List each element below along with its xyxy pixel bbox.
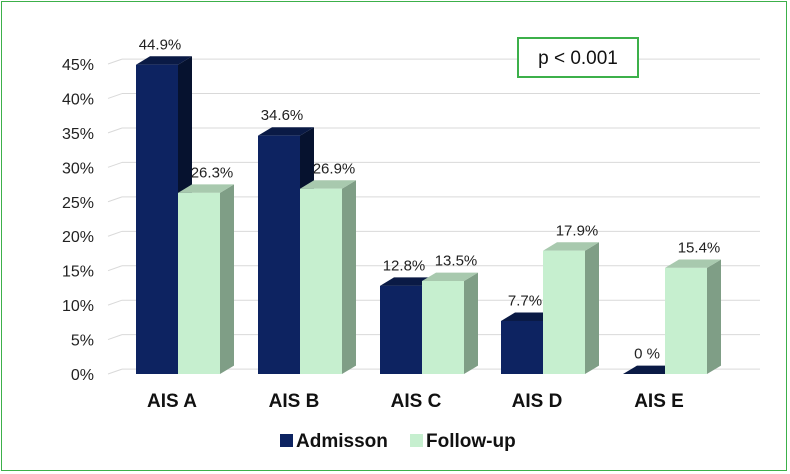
gridline-depth <box>107 93 123 99</box>
bar-front <box>258 135 300 374</box>
y-tick-label: 35% <box>62 126 94 143</box>
data-label: 13.5% <box>435 253 478 270</box>
data-label: 7.7% <box>508 293 542 310</box>
data-label: 15.4% <box>678 240 721 257</box>
gridline-depth <box>107 230 123 237</box>
y-tick-label: 40% <box>62 91 94 108</box>
legend-swatch-admisson <box>280 434 293 447</box>
bar-top <box>665 259 721 268</box>
gridline-depth <box>107 58 123 65</box>
y-tick-label: 45% <box>62 57 94 74</box>
bar-front <box>178 192 220 374</box>
y-axis-ticks: 0% 5% 10% 15% 20% 25% 30% 35% 40% 45% <box>62 57 94 384</box>
p-value-annotation: p < 0.001 <box>517 37 639 78</box>
x-tick-label: AIS D <box>512 391 563 412</box>
y-tick-label: 20% <box>62 229 94 246</box>
data-label: 26.9% <box>313 160 356 177</box>
y-tick-label: 5% <box>71 333 94 350</box>
legend-label-admisson: Admisson <box>296 431 388 452</box>
bar-side <box>220 184 234 374</box>
p-value-text: p < 0.001 <box>538 48 618 69</box>
bar-front <box>543 250 585 374</box>
x-tick-label: AIS B <box>269 391 320 412</box>
y-tick-label: 10% <box>62 298 94 315</box>
bar-follow-up-ais-d <box>543 242 599 374</box>
bar-follow-up-ais-b <box>300 180 356 374</box>
y-tick-label: 0% <box>71 367 94 384</box>
gridline-depth <box>107 265 123 272</box>
bar-top <box>422 272 478 281</box>
bar-side <box>585 242 599 374</box>
legend: Admisson Follow-up <box>280 431 516 452</box>
bar-front <box>501 320 543 374</box>
x-tick-label: AIS E <box>634 391 684 412</box>
gridline-depth <box>107 161 123 168</box>
x-axis-categories: AIS A AIS B AIS C AIS D AIS E <box>147 391 684 412</box>
x-tick-label: AIS A <box>147 391 197 412</box>
gridline-depth <box>107 196 123 203</box>
data-label: 26.3% <box>191 164 234 181</box>
y-tick-label: 25% <box>62 195 94 212</box>
bars <box>136 56 721 375</box>
bar-front <box>380 285 422 374</box>
bar-front <box>136 64 178 374</box>
bar-side <box>464 272 478 374</box>
bar-top <box>258 127 314 136</box>
bar-front <box>665 267 707 374</box>
data-labels: 44.9% 26.3% 34.6% 26.9% 12.8% 13.5% 7.7% 17.9% 0… <box>139 36 721 362</box>
data-label: 17.9% <box>556 222 599 239</box>
data-label: 0 % <box>634 346 660 363</box>
y-tick-label: 30% <box>62 160 94 177</box>
data-label: 12.8% <box>383 257 426 274</box>
data-label: 34.6% <box>261 107 304 124</box>
bar-side <box>707 259 721 374</box>
bar-follow-up-ais-c <box>422 272 478 374</box>
data-label: 44.9% <box>139 36 182 53</box>
bar-side <box>342 180 356 374</box>
gridline-depth <box>107 127 123 134</box>
bar-front <box>422 281 464 374</box>
gridline-depth <box>107 334 123 341</box>
bar-top <box>300 180 356 189</box>
bar-front <box>300 188 342 374</box>
x-tick-label: AIS C <box>391 391 442 412</box>
bar-top <box>178 184 234 193</box>
legend-label-follow-up: Follow-up <box>426 431 516 452</box>
gridline-depth <box>107 299 123 306</box>
bar-follow-up-ais-a <box>178 184 234 374</box>
bar-top <box>543 242 599 251</box>
bar-follow-up-ais-e <box>665 259 721 374</box>
p-value-box <box>517 37 639 78</box>
legend-swatch-follow-up <box>410 434 423 447</box>
gridline-depth <box>107 368 123 375</box>
y-tick-label: 15% <box>62 264 94 281</box>
bar-top <box>136 56 192 65</box>
